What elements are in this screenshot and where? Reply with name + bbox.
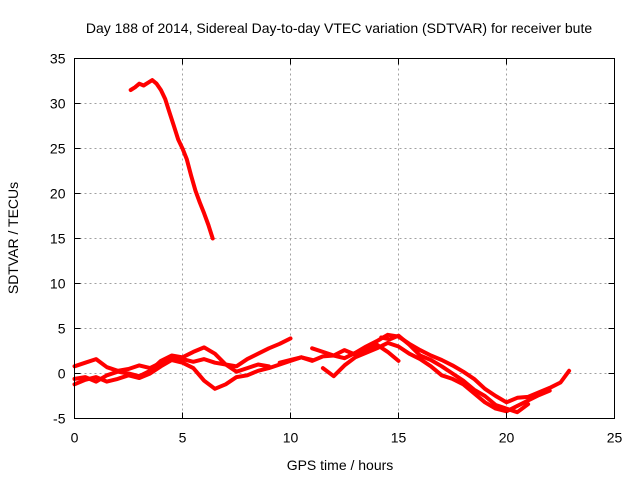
y-axis-label: SDTVAR / TECUs (5, 182, 21, 294)
y-tick-label: -5 (53, 411, 66, 427)
chart-title: Day 188 of 2014, Sidereal Day-to-day VTE… (86, 20, 593, 36)
y-tick-label: 10 (50, 276, 66, 292)
y-tick-label: 0 (58, 366, 66, 382)
y-tick-label: 25 (50, 141, 66, 157)
series-line-track-d (277, 332, 572, 405)
x-tick-label: 15 (391, 430, 407, 446)
y-tick-label: 5 (58, 321, 66, 337)
x-tick-label: 20 (499, 430, 515, 446)
series-line-track-c (72, 355, 315, 391)
grid (74, 58, 615, 419)
x-tick-label: 10 (283, 430, 299, 446)
series-group (72, 78, 572, 415)
y-tick-label: 20 (50, 186, 66, 202)
x-tick-label: 25 (607, 430, 623, 446)
y-tick-label: 35 (50, 51, 66, 67)
y-tick-label: 15 (50, 231, 66, 247)
y-tick-label: 30 (50, 96, 66, 112)
series-line-track-g (379, 333, 531, 415)
series-line-track-b (72, 345, 271, 384)
x-tick-label: 5 (179, 430, 187, 446)
series-line-track-high (128, 78, 215, 241)
x-axis-label: GPS time / hours (287, 457, 394, 473)
series-line-track-f (310, 342, 401, 363)
ticks: 0 5 10 15 20 25 -5 0 5 10 15 20 25 30 35 (50, 51, 623, 446)
x-tick-label: 0 (71, 430, 79, 446)
